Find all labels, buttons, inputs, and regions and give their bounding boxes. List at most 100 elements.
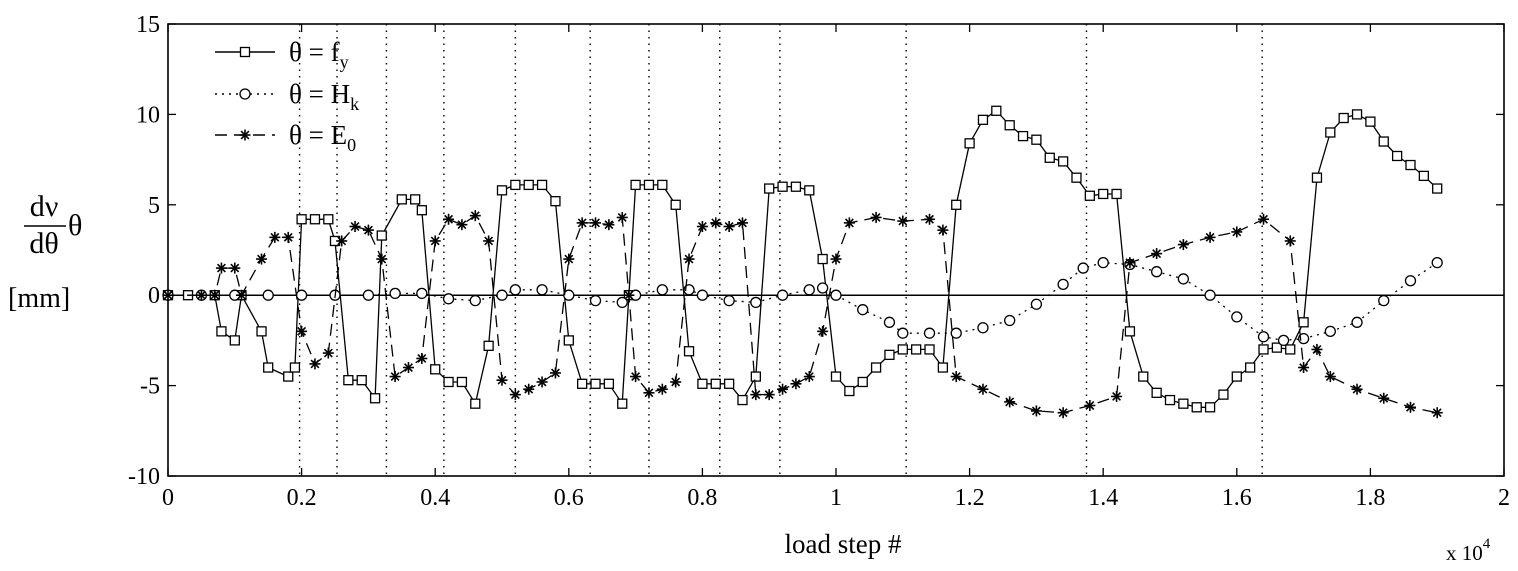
series-asterisk-marker bbox=[603, 219, 615, 231]
series-square-marker bbox=[1418, 170, 1429, 182]
series-square-marker bbox=[523, 179, 534, 191]
series-asterisk-marker bbox=[803, 371, 815, 383]
x-tick-label: 1 bbox=[830, 485, 842, 511]
series-circle-marker bbox=[1324, 325, 1336, 338]
series-asterisk-marker bbox=[309, 358, 321, 370]
series-asterisk-marker bbox=[736, 217, 748, 229]
legend: θ = fy θ = Hk θ = E0 bbox=[215, 37, 359, 155]
series-square-marker bbox=[376, 230, 387, 241]
series-square-marker bbox=[1258, 344, 1269, 355]
plot-frame bbox=[167, 23, 1505, 477]
series-square-marker bbox=[1084, 190, 1095, 201]
series-square-marker bbox=[617, 398, 628, 409]
series-asterisk-marker bbox=[483, 235, 495, 247]
vertical-guide-lines bbox=[298, 24, 1263, 476]
series-square-marker bbox=[1204, 402, 1216, 413]
series-square-marker bbox=[951, 199, 962, 210]
series-square-marker bbox=[1057, 156, 1069, 167]
series-asterisk-marker bbox=[229, 262, 241, 274]
series-circle-marker bbox=[1257, 331, 1270, 343]
series-square-marker bbox=[1271, 342, 1283, 353]
series-circle bbox=[162, 257, 1443, 347]
series-circle-marker bbox=[1077, 262, 1089, 274]
x-axis-multiplier: x 104 bbox=[1446, 536, 1491, 565]
series-square-marker bbox=[1311, 172, 1323, 183]
series-circle-marker bbox=[816, 282, 829, 294]
legend-square-label: θ = fy bbox=[289, 37, 349, 72]
series-circle-marker bbox=[536, 284, 548, 296]
series-square-marker bbox=[343, 375, 354, 386]
series-asterisk-marker bbox=[1404, 401, 1416, 413]
series-asterisk-marker bbox=[1204, 231, 1216, 243]
series-circle-marker bbox=[950, 327, 962, 339]
y-tick-label: -5 bbox=[140, 374, 160, 400]
series-square-marker bbox=[777, 181, 788, 192]
series-asterisk-marker bbox=[576, 217, 588, 229]
series-circle-marker bbox=[1231, 311, 1243, 323]
series-asterisk-marker bbox=[1111, 390, 1123, 402]
series-square-marker bbox=[1285, 344, 1296, 355]
series-circle-marker bbox=[589, 294, 602, 307]
legend-asterisk-entry: θ = E0 bbox=[215, 120, 356, 155]
series-square-marker bbox=[1405, 159, 1416, 171]
series-square-marker bbox=[1138, 371, 1149, 382]
series-circle-marker bbox=[1004, 314, 1016, 327]
series-circle-marker bbox=[923, 327, 936, 339]
series-asterisk-marker bbox=[790, 378, 802, 390]
series-square-marker bbox=[1325, 127, 1336, 138]
series-square-marker bbox=[1298, 317, 1309, 328]
series-square-marker bbox=[410, 194, 421, 205]
series-circle-marker bbox=[1057, 278, 1069, 291]
series-asterisk-marker bbox=[1057, 407, 1069, 419]
x-axis-multiplier-base: x 10 bbox=[1446, 541, 1483, 565]
series-asterisk-marker bbox=[1177, 239, 1189, 251]
series-square-marker bbox=[296, 214, 307, 225]
series-circle-marker bbox=[977, 322, 989, 334]
series-circle-marker bbox=[1297, 332, 1310, 345]
series-asterisk-marker bbox=[469, 210, 481, 222]
series-square-marker bbox=[1098, 188, 1109, 200]
series-square-marker bbox=[229, 335, 240, 346]
series-square-marker bbox=[911, 344, 922, 355]
series-asterisk-marker bbox=[670, 376, 682, 388]
series-asterisk-marker bbox=[1324, 371, 1336, 383]
series-asterisk-marker bbox=[429, 235, 441, 247]
series-square-marker bbox=[764, 183, 775, 194]
series-square-marker bbox=[804, 185, 815, 196]
series-asterisk-marker bbox=[1151, 248, 1163, 260]
series-layer bbox=[162, 105, 1443, 419]
series-circle-line bbox=[168, 262, 1438, 342]
series-circle-marker bbox=[803, 284, 815, 296]
legend-circle-label: θ = Hk bbox=[289, 79, 359, 114]
series-square-marker bbox=[550, 196, 561, 207]
series-asterisk-marker bbox=[1084, 399, 1096, 411]
series-square-marker bbox=[697, 378, 708, 389]
series-square-marker bbox=[1071, 172, 1082, 183]
series-asterisk-marker bbox=[977, 383, 989, 395]
series-square-marker bbox=[563, 335, 574, 346]
series-asterisk-marker bbox=[1351, 383, 1363, 395]
series-asterisk-marker bbox=[349, 220, 361, 232]
series-asterisk-marker bbox=[563, 253, 575, 265]
series-asterisk-marker bbox=[750, 389, 762, 401]
series-square-marker bbox=[844, 385, 855, 397]
series-asterisk-marker bbox=[656, 383, 668, 395]
series-square-marker bbox=[369, 393, 381, 404]
series-square-marker bbox=[750, 371, 761, 382]
series-square-marker bbox=[1378, 136, 1389, 147]
series-square-marker bbox=[1231, 371, 1242, 382]
y-tick-label: 10 bbox=[136, 102, 160, 128]
series-asterisk-marker bbox=[1004, 396, 1016, 408]
series-square-marker bbox=[1338, 112, 1349, 124]
series-circle-marker bbox=[696, 289, 709, 301]
series-circle-marker bbox=[1404, 275, 1417, 287]
series-circle-marker bbox=[857, 304, 869, 316]
series-circle-marker bbox=[1378, 294, 1390, 307]
series-circle-marker bbox=[362, 289, 375, 301]
series-square-marker bbox=[817, 253, 828, 265]
series-asterisk-marker bbox=[1030, 405, 1042, 417]
series-asterisk-marker bbox=[376, 253, 388, 265]
y-axis-label-symbol: θ bbox=[68, 209, 82, 242]
series-asterisk-marker bbox=[1284, 235, 1296, 247]
